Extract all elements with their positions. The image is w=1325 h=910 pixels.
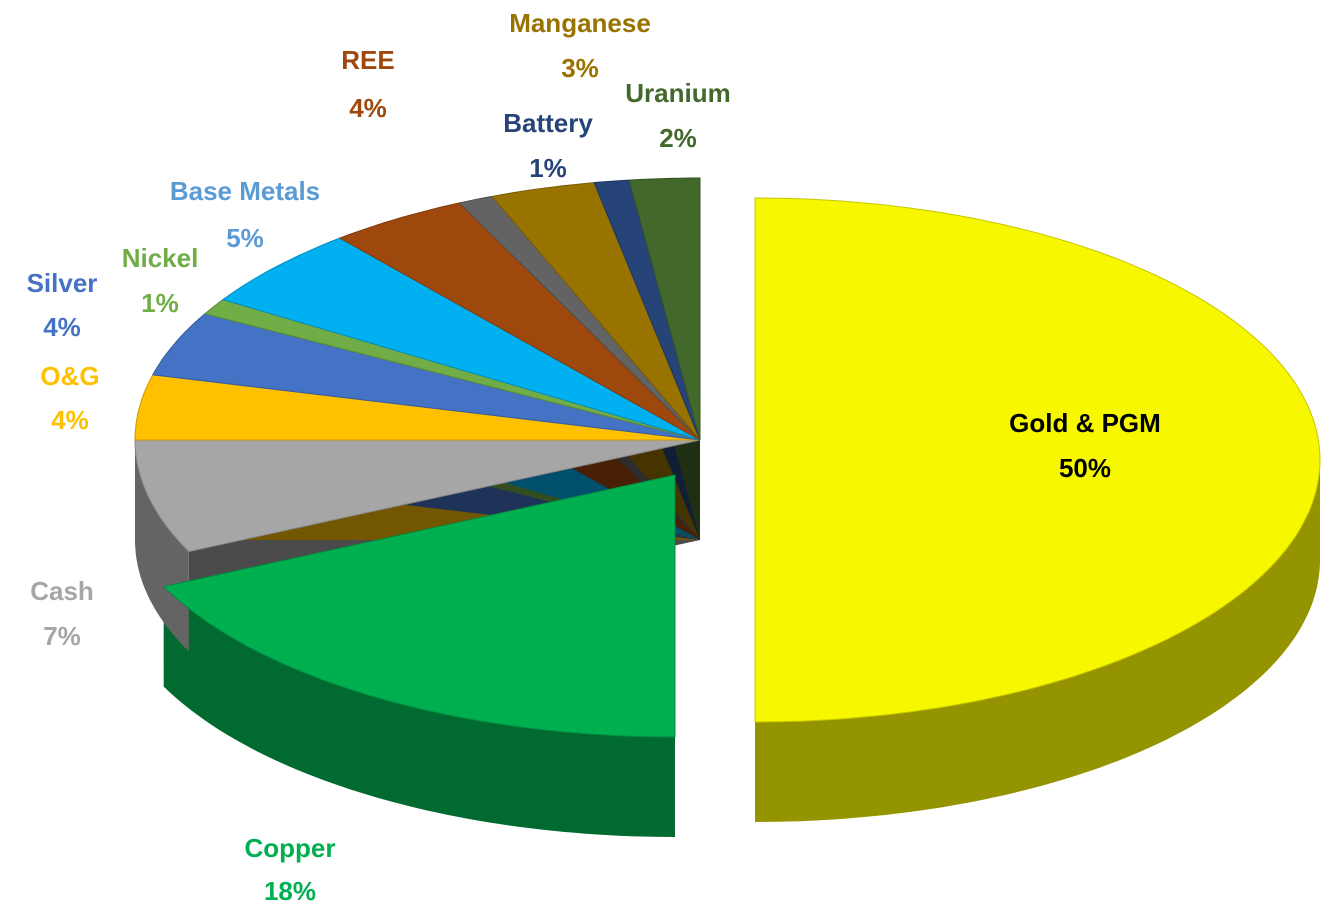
slice-label: Silver	[27, 268, 98, 298]
slice-label: Nickel	[122, 243, 199, 273]
slice-label: REE	[341, 45, 394, 75]
slice-value-label: 1%	[529, 153, 567, 183]
slice	[134, 439, 701, 553]
slice	[491, 182, 701, 441]
slice-label: Cash	[30, 576, 94, 606]
slice	[221, 237, 701, 441]
slice-side	[755, 460, 1320, 822]
slice	[754, 197, 1321, 723]
slice-value-label: 1%	[141, 288, 179, 318]
slice-label: Manganese	[509, 8, 651, 38]
slice-label: Copper	[245, 833, 336, 863]
slice-value-label: 4%	[349, 93, 387, 123]
slice-value-label: 18%	[264, 876, 316, 906]
slice-value-label: 4%	[51, 405, 89, 435]
slice	[151, 313, 701, 441]
slice	[162, 474, 676, 738]
slice-side	[163, 586, 676, 837]
slice-side	[135, 440, 189, 652]
slice	[628, 177, 701, 441]
slice	[134, 374, 701, 441]
slice-value-label: 50%	[1059, 453, 1111, 483]
slice-value-label: 7%	[43, 621, 81, 651]
slice-value-label: 5%	[226, 223, 264, 253]
slice-label: Uranium	[625, 78, 730, 108]
slice-label: Base Metals	[170, 176, 320, 206]
slice-label: Gold & PGM	[1009, 408, 1161, 438]
slice-value-label: 2%	[659, 123, 697, 153]
slice-label: O&G	[40, 361, 99, 391]
slice-value-label: 3%	[561, 53, 599, 83]
slice	[338, 202, 701, 441]
slice-value-label: 4%	[43, 312, 81, 342]
slice-label: Battery	[503, 108, 593, 138]
